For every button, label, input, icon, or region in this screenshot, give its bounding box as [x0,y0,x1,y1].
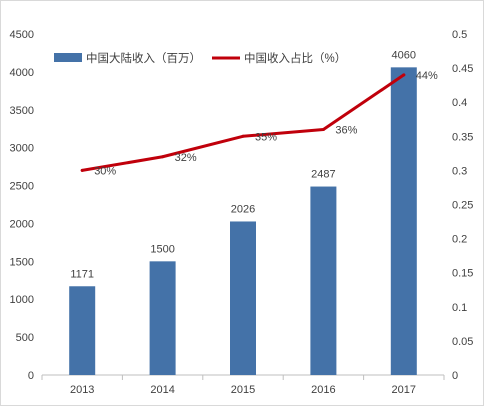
y-tick-label: 0 [28,370,34,382]
line-data-label: 35% [255,131,277,143]
bar [149,261,176,375]
line-data-label: 36% [335,124,357,136]
x-tick-label: 2014 [150,384,174,396]
y2-tick-label: 0.05 [452,336,473,348]
line-point [161,155,165,159]
data-labels: 1171 1500 2026 2487 4060 30% 32% 35% 36% 44% [70,49,438,280]
line-point [241,134,245,138]
bar [69,286,96,375]
legend: 中国大陆收入（百万） 中国收入占比（%） [54,51,346,65]
bar-series [69,67,417,375]
line-path [80,73,406,172]
bar-data-label: 1171 [70,268,94,280]
y2-tick-label: 0.2 [452,234,467,246]
x-tick-label: 2017 [392,384,416,396]
y2-tick-label: 0.1 [452,302,467,314]
x-tick-label: 2015 [231,384,255,396]
x-tick-label: 2013 [70,384,94,396]
bar-data-label: 1500 [150,243,174,255]
line-data-label: 30% [94,165,116,177]
y2-tick-label: 0.35 [452,131,473,143]
y2-tick-label: 0.3 [452,165,467,177]
legend-swatch-bar [54,53,82,62]
line-data-label: 44% [416,70,438,82]
legend-label-bar: 中国大陆收入（百万） [86,51,201,65]
y-tick-label: 1500 [10,256,34,268]
y-tick-label: 4500 [10,29,34,41]
line-data-label: 32% [175,152,197,164]
y-tick-label: 500 [16,332,34,344]
y2-tick-label: 0.4 [452,97,467,109]
bar [230,221,256,375]
y-tick-label: 1000 [10,294,34,306]
y2-tick-label: 0.25 [452,200,473,212]
bar-data-label: 2026 [231,203,255,215]
y-tick-label: 3000 [10,143,34,155]
bar-data-label: 4060 [392,49,416,61]
x-tick-label: 2016 [311,384,335,396]
y2-tick-label: 0.45 [452,63,473,75]
line-point [321,127,325,131]
line-point [402,73,406,77]
line-series [80,73,406,172]
y-tick-label: 2500 [10,181,34,193]
bar [310,186,337,375]
y-tick-label: 3500 [10,105,34,117]
bar-data-label: 2487 [311,169,335,181]
axes: 2013 2014 2015 2016 2017 0 500 1000 1500 2000 2500… [10,29,474,396]
y2-tick-label: 0 [452,370,458,382]
y2-tick-label: 0.5 [452,29,467,41]
y-tick-label: 2000 [10,218,34,230]
legend-label-line: 中国收入占比（%） [244,51,346,65]
y2-tick-label: 0.15 [452,268,473,280]
y-tick-label: 4000 [10,67,34,79]
bar [390,67,417,375]
line-point [80,168,84,172]
